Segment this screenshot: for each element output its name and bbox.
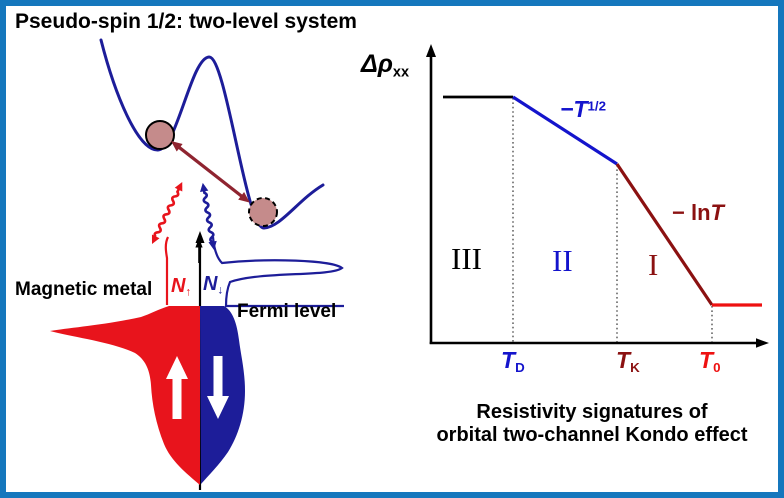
resistivity-plot <box>426 44 769 348</box>
caption-line-2: orbital two-channel Kondo effect <box>436 424 748 446</box>
spin-up-arrow-icon <box>166 356 188 419</box>
n-up-label: N↑ <box>171 275 192 299</box>
tunneling-arrow-icon <box>171 141 250 203</box>
segment-lnT <box>615 163 714 306</box>
spin-down-arrow-icon <box>207 356 229 419</box>
segment-sqrtT <box>512 95 618 166</box>
plot-caption: Resistivity signatures of orbital two-ch… <box>408 401 776 447</box>
lnT-curve-label: − lnT <box>672 200 724 225</box>
tick-T0-label: T0 <box>699 347 721 375</box>
x-axis <box>429 338 769 348</box>
tick-TK-label: TK <box>616 347 640 375</box>
spin-down-dos-outline <box>211 236 344 308</box>
ball-right-well-dashed <box>248 197 278 227</box>
fermi-level-label: Fermi level <box>237 301 337 322</box>
two-level-diagram <box>50 38 344 490</box>
ball-left-well <box>145 120 175 150</box>
spin-up-dos-fill <box>50 306 200 485</box>
magnetic-metal-label: Magnetic metal <box>15 279 153 300</box>
sqrtT-curve-label: −T1/2 <box>560 96 607 122</box>
red-wavy-arrow-icon <box>151 181 183 244</box>
spin-up-dos-outline <box>164 236 170 305</box>
region-I-label: I <box>648 247 659 282</box>
potential-curve <box>99 38 325 230</box>
region-II-label: II <box>552 243 573 278</box>
y-axis <box>426 44 436 344</box>
page-title: Pseudo-spin 1/2: two-level system <box>15 10 357 33</box>
tick-TD-label: TD <box>501 347 525 375</box>
n-down-label: N↓ <box>203 273 224 297</box>
caption-line-1: Resistivity signatures of <box>476 401 708 423</box>
region-III-label: III <box>451 241 482 276</box>
y-axis-label: Δρxx <box>361 50 410 81</box>
